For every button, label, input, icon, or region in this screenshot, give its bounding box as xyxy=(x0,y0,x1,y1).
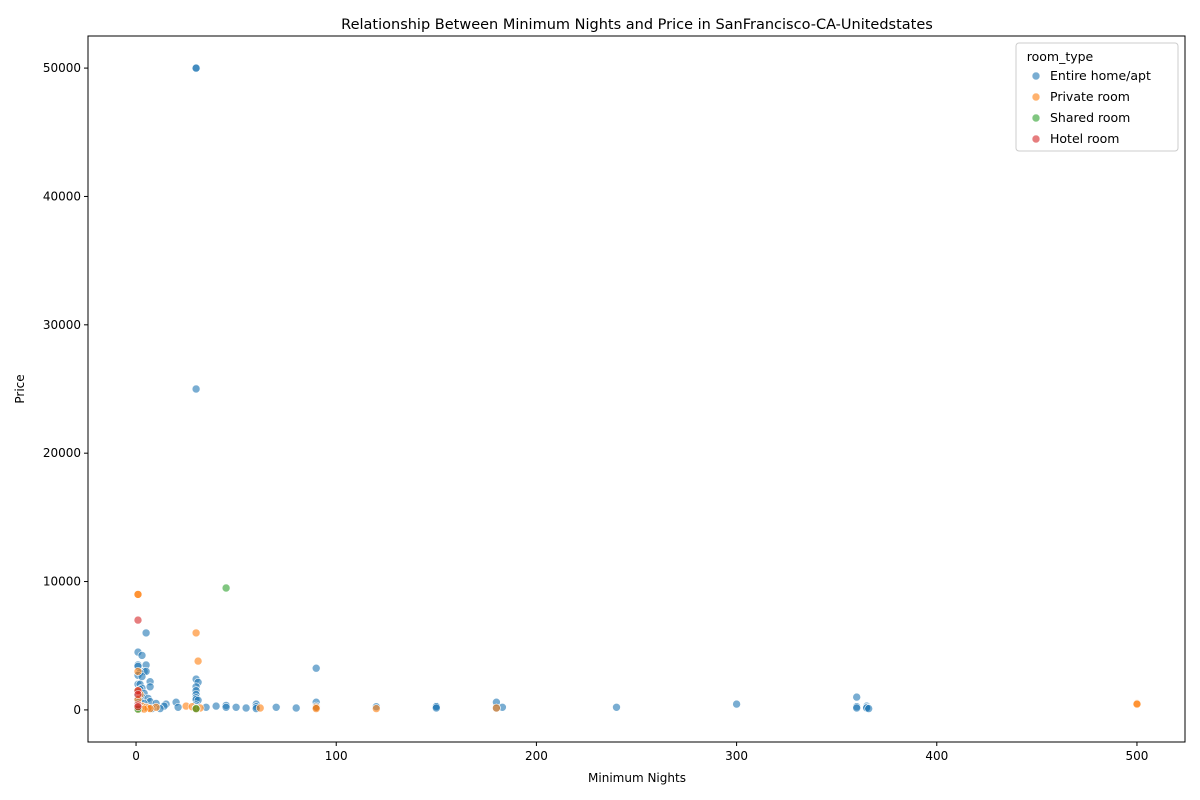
points-layer xyxy=(133,63,1142,714)
data-point xyxy=(371,704,381,713)
data-point xyxy=(133,667,143,676)
data-point xyxy=(255,703,265,713)
y-axis-label: Price xyxy=(13,374,27,403)
data-point xyxy=(231,702,241,712)
data-point xyxy=(271,702,281,712)
data-point xyxy=(141,628,151,638)
data-point xyxy=(133,690,143,699)
legend-marker xyxy=(1031,113,1041,123)
data-point xyxy=(221,702,231,712)
data-point xyxy=(133,702,143,712)
data-point xyxy=(852,692,862,702)
series-entire-home-apt xyxy=(133,63,874,714)
legend-title: room_type xyxy=(1027,49,1094,64)
data-point xyxy=(311,704,321,713)
legend-entries: Entire home/apt Private room Shared room Ho… xyxy=(1031,68,1151,146)
data-point xyxy=(311,663,321,673)
data-point xyxy=(191,628,201,638)
x-tick-label: 0 xyxy=(132,749,140,763)
data-point xyxy=(133,590,143,599)
data-point xyxy=(1132,699,1142,709)
data-point xyxy=(241,703,251,713)
data-point xyxy=(211,701,221,711)
data-point xyxy=(492,703,501,713)
y-tick-label: 30000 xyxy=(43,318,81,332)
data-point xyxy=(133,615,143,625)
plot-frame xyxy=(87,35,1186,743)
data-point xyxy=(137,651,147,660)
legend-marker xyxy=(1031,92,1041,102)
data-point xyxy=(173,702,183,712)
x-tick-label: 500 xyxy=(1126,749,1149,763)
x-tick-label: 100 xyxy=(325,749,348,763)
data-point xyxy=(221,583,231,593)
y-tick-label: 40000 xyxy=(43,189,81,203)
legend-label: Shared room xyxy=(1050,110,1130,125)
data-point xyxy=(431,703,441,713)
x-tick-label: 400 xyxy=(925,749,948,763)
data-point xyxy=(291,703,301,713)
data-point xyxy=(612,702,621,712)
y-tick-label: 20000 xyxy=(43,446,81,460)
legend-label: Entire home/apt xyxy=(1050,68,1151,83)
y-tick-label: 0 xyxy=(73,703,81,717)
series-shared-room xyxy=(133,583,231,714)
series-hotel-room xyxy=(133,615,143,712)
data-point xyxy=(191,704,201,713)
legend-label: Hotel room xyxy=(1050,131,1119,146)
legend-box xyxy=(1015,42,1179,152)
y-tick-label: 50000 xyxy=(43,61,81,75)
legend-marker xyxy=(1031,134,1041,144)
legend: room_type Entire home/apt Private room Sha… xyxy=(1015,42,1179,152)
x-tick-label: 300 xyxy=(725,749,748,763)
y-axis: 0 10000 20000 30000 40000 50000 xyxy=(43,61,88,717)
data-point xyxy=(191,63,201,73)
y-tick-label: 10000 xyxy=(43,575,81,589)
legend-label: Private room xyxy=(1050,89,1130,104)
x-axis: 0 100 200 300 400 500 xyxy=(132,742,1148,763)
data-point xyxy=(732,699,741,709)
series-private-room xyxy=(133,590,1142,714)
data-point xyxy=(145,682,155,692)
data-point xyxy=(864,704,874,713)
legend-marker xyxy=(1031,71,1041,81)
x-tick-label: 200 xyxy=(525,749,548,763)
data-point xyxy=(193,656,203,666)
data-point xyxy=(852,703,862,713)
data-point xyxy=(191,384,201,394)
x-axis-label: Minimum Nights xyxy=(588,771,686,785)
chart-title: Relationship Between Minimum Nights and … xyxy=(341,17,933,33)
